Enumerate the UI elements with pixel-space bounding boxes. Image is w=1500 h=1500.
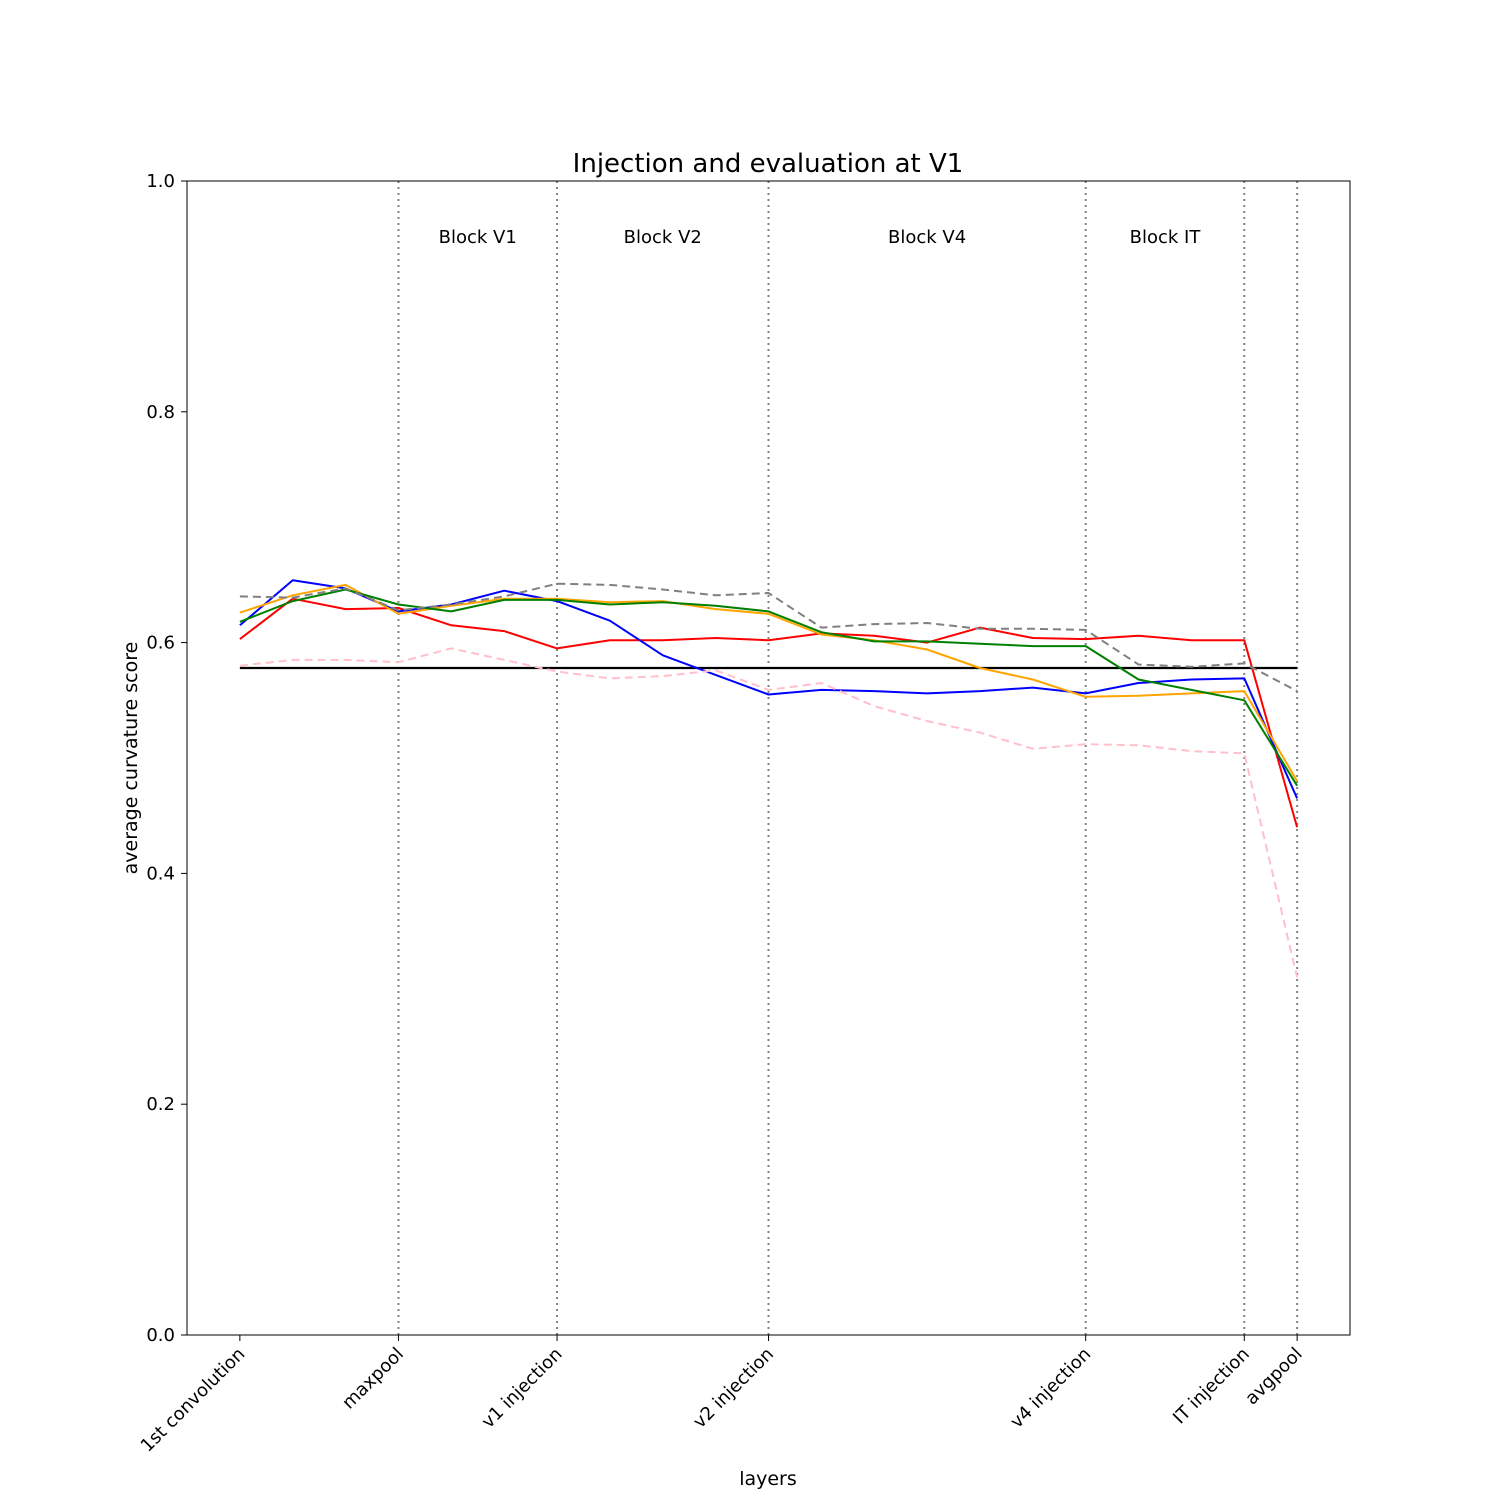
series-line-5 — [239, 647, 1299, 978]
series-line-4 — [239, 582, 1298, 692]
x-tick-label-0: 1st convolution — [137, 1344, 250, 1457]
y-tick-label-0.2: 0.2 — [146, 1094, 175, 1115]
x-axis-label: layers — [739, 1468, 797, 1490]
y-tick-label-0.0: 0.0 — [146, 1325, 175, 1346]
x-tick-label-2: v1 injection — [478, 1344, 567, 1433]
block-label-3: Block IT — [1130, 227, 1202, 248]
x-tick-label-1: maxpool — [338, 1344, 408, 1414]
block-label-2: Block V4 — [888, 227, 966, 248]
data-series — [239, 579, 1299, 978]
series-line-0 — [239, 597, 1299, 828]
vertical-divider-lines — [397, 181, 1299, 1335]
series-line-2 — [239, 583, 1298, 782]
x-axis-ticks: 1st convolution maxpool v1 injection v2 inj… — [137, 1335, 1307, 1456]
chart-title: Injection and evaluation at V1 — [573, 149, 964, 179]
y-axis-label: average curvature score — [120, 642, 142, 875]
x-tick-label-3: v2 injection — [689, 1344, 778, 1433]
x-tick-label-4: v4 injection — [1006, 1344, 1095, 1433]
series-line-1 — [239, 579, 1299, 799]
block-label-1: Block V2 — [624, 227, 702, 248]
x-tick-label-6: avgpool — [1241, 1344, 1306, 1409]
block-label-0: Block V1 — [439, 227, 517, 248]
block-labels: Block V1 Block V2 Block V4 Block IT — [439, 227, 1202, 248]
series-line-3 — [239, 588, 1298, 787]
y-axis-ticks: 0.0 0.2 0.4 0.6 0.8 1.0 — [146, 171, 187, 1346]
y-tick-label-0.8: 0.8 — [146, 402, 175, 423]
y-tick-label-0.6: 0.6 — [146, 633, 175, 654]
y-tick-label-1.0: 1.0 — [146, 171, 175, 192]
y-tick-label-0.4: 0.4 — [146, 863, 175, 884]
x-tick-label-5: IT injection — [1169, 1344, 1254, 1429]
